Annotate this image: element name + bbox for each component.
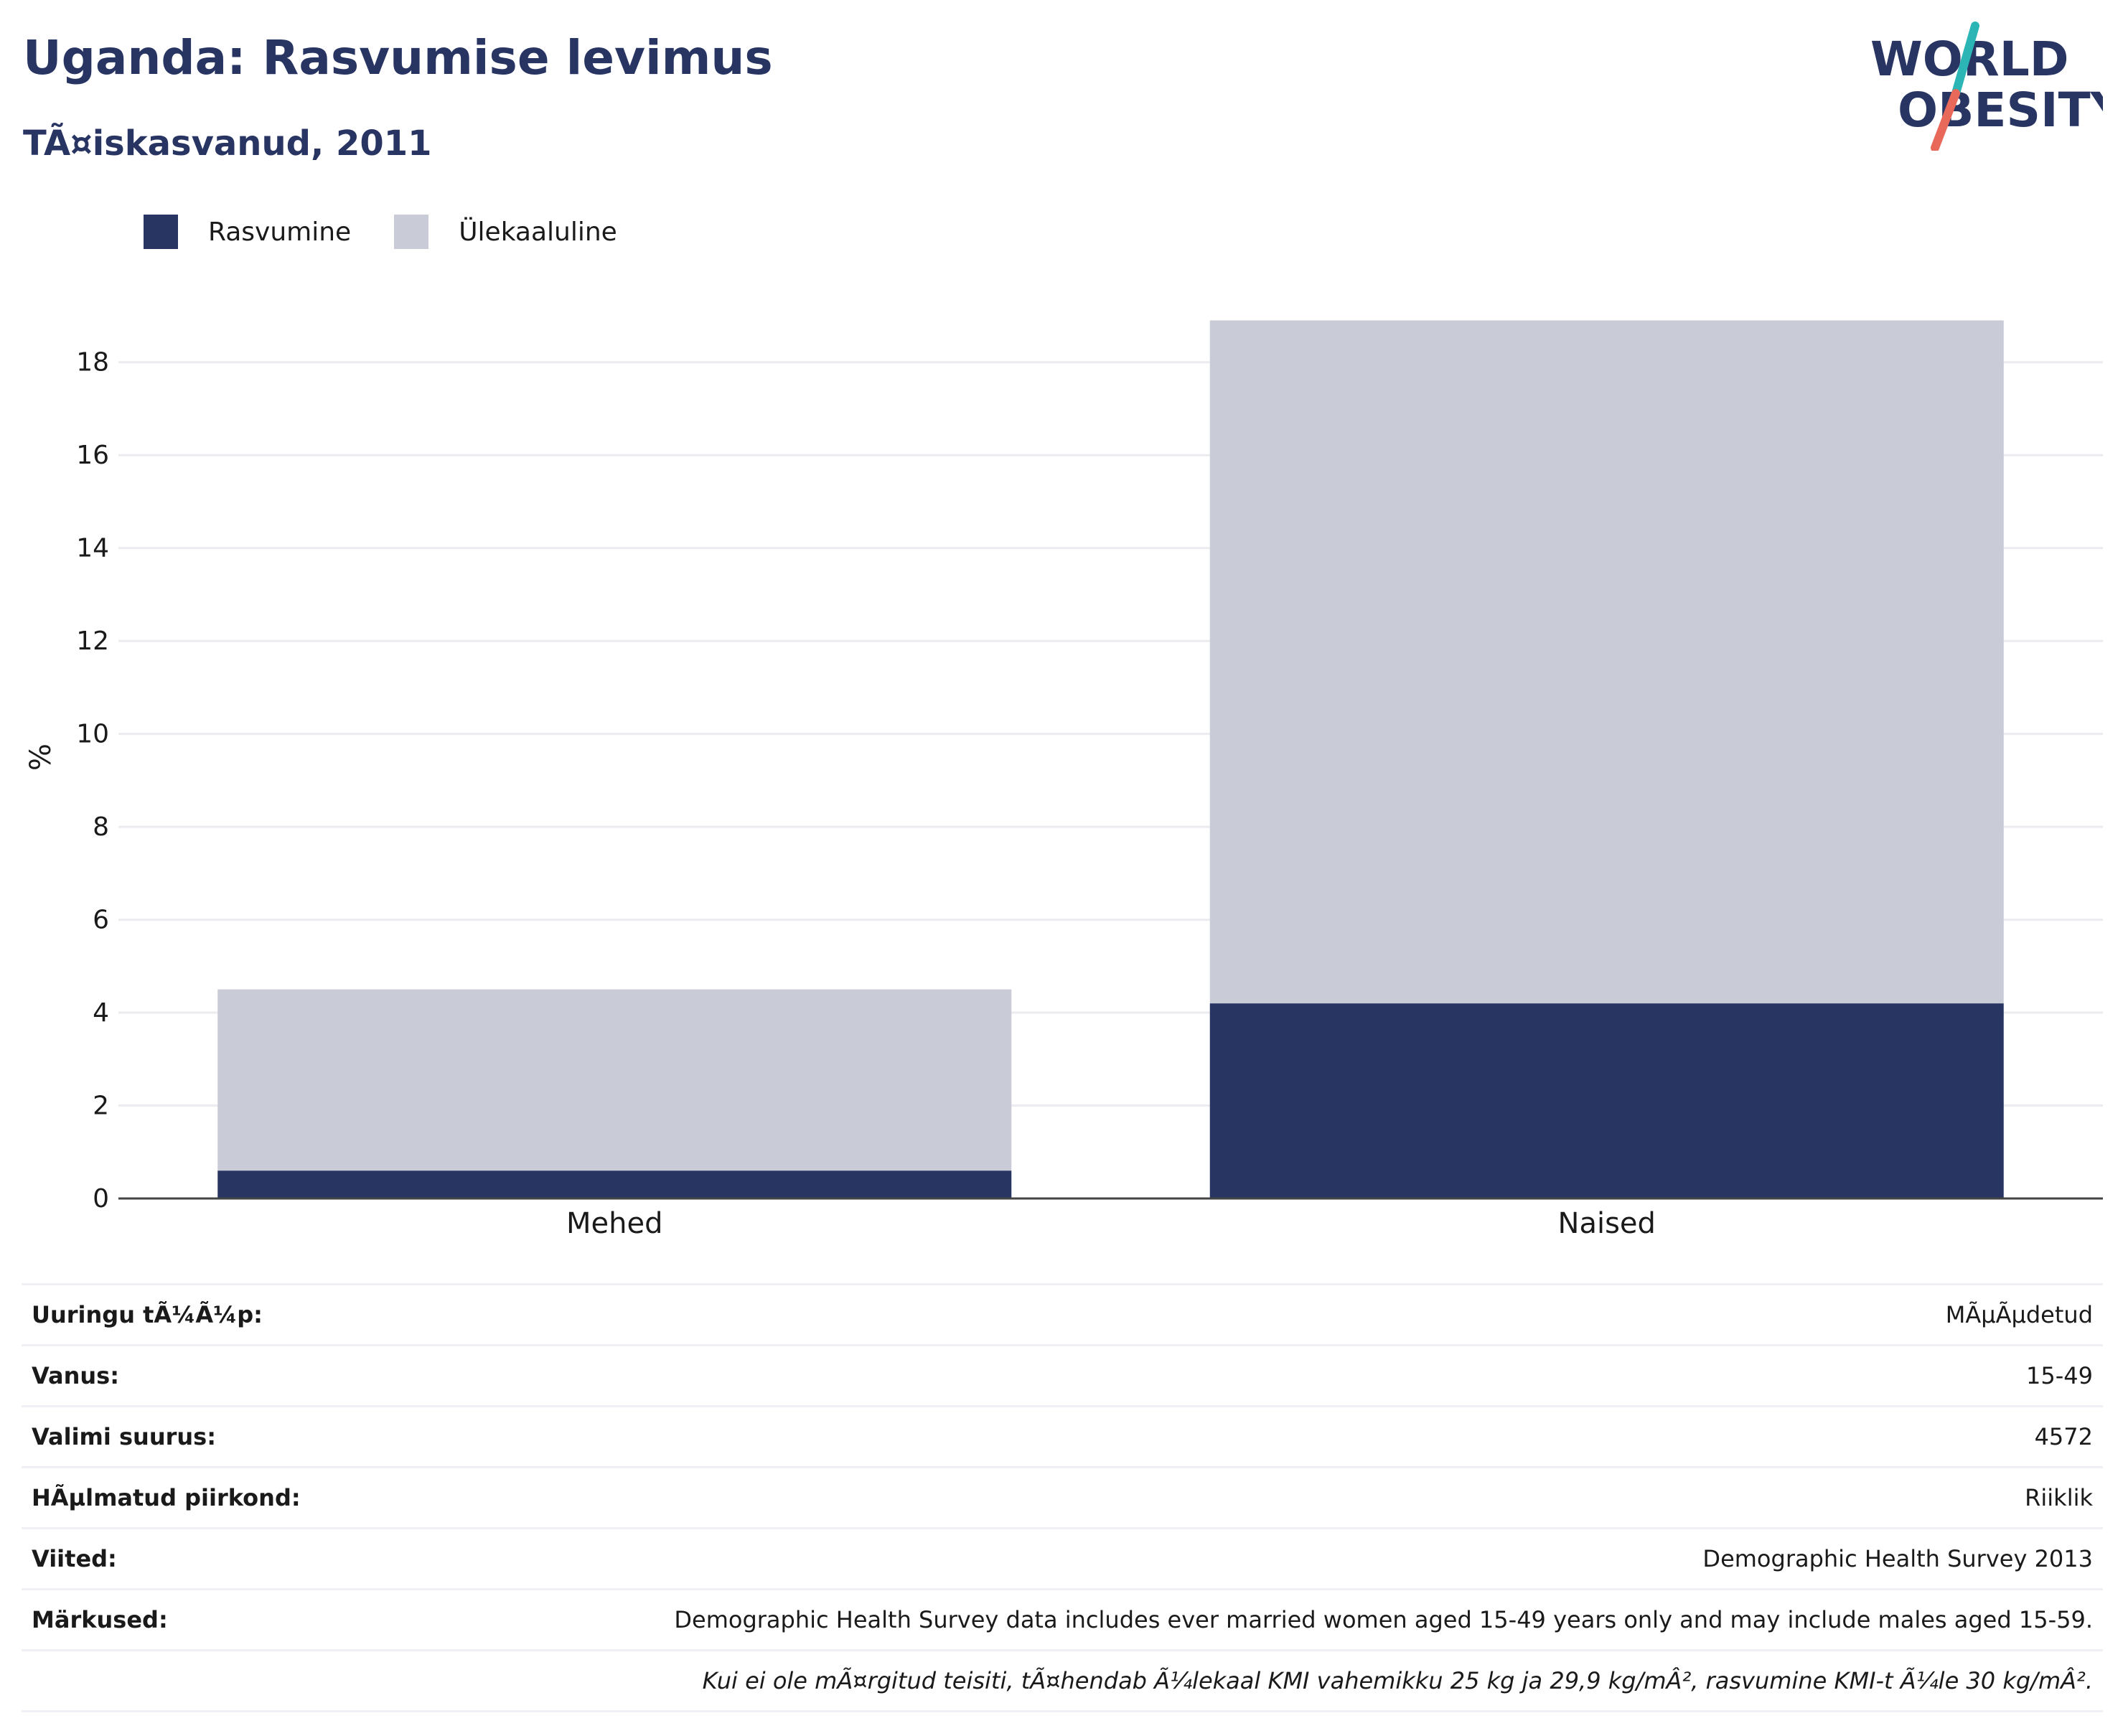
info-key: Märkused: — [22, 1588, 370, 1651]
x-tick-label: Naised — [1558, 1207, 1656, 1240]
y-tick-label: 12 — [76, 627, 109, 656]
info-key: Vanus: — [22, 1344, 370, 1407]
info-key: HÃµlmatud piirkond: — [22, 1466, 370, 1529]
bar-segment — [217, 1170, 1012, 1198]
legend-label-overweight: Ülekaaluline — [459, 217, 617, 247]
y-tick-label: 2 — [93, 1092, 109, 1121]
info-row-area-covered: HÃµlmatud piirkond: Riiklik — [22, 1466, 2103, 1529]
stacked-bar-chart: 0 2 4 6 8 10 12 14 16 18% Mehed Naised — [24, 320, 2103, 1240]
y-axis-label: % — [24, 743, 57, 771]
logo-text-obesity: OBESITY — [1898, 83, 2103, 138]
info-value: Demographic Health Survey data includes … — [370, 1588, 2103, 1651]
y-tick-label: 6 — [93, 906, 109, 935]
bar-segment — [1209, 1003, 2004, 1198]
footnote-text: Kui ei ole mÃ¤rgitud teisiti, tÃ¤hendab … — [370, 1649, 2103, 1712]
info-value: Riiklik — [370, 1466, 2103, 1529]
info-row-age: Vanus: 15-49 — [22, 1344, 2103, 1407]
logo-slash-teal — [1951, 22, 1979, 98]
info-value: MÃµÃµdetud — [370, 1283, 2103, 1346]
y-tick-label: 10 — [76, 720, 109, 749]
bar-segment — [217, 989, 1012, 1171]
info-key: Uuringu tÃ¼Ã¼p: — [22, 1283, 370, 1346]
info-key: Viited: — [22, 1527, 370, 1590]
survey-info-table: Uuringu tÃ¼Ã¼p: MÃµÃµdetud Vanus: 15-49 … — [22, 1283, 2103, 1712]
bar-segment — [1209, 320, 2004, 1004]
y-tick-label: 8 — [93, 812, 109, 842]
y-tick-label: 14 — [76, 534, 109, 563]
x-tick-label: Mehed — [566, 1207, 662, 1240]
legend-swatch-overweight — [394, 215, 429, 249]
info-row-footnote: Kui ei ole mÃ¤rgitud teisiti, tÃ¤hendab … — [22, 1649, 2103, 1712]
legend-item-overweight[interactable]: Ülekaaluline — [394, 215, 617, 249]
y-tick-label: 16 — [76, 441, 109, 470]
legend-label-obesity: Rasvumine — [208, 217, 352, 247]
info-row-notes: Märkused: Demographic Health Survey data… — [22, 1588, 2103, 1651]
chart-title: Uganda: Rasvumise levimus — [23, 30, 773, 85]
info-value: Demographic Health Survey 2013 — [370, 1527, 2103, 1590]
logo-slash-coral — [1931, 89, 1960, 151]
chart-subtitle: TÃ¤iskasvanud, 2011 — [23, 123, 432, 164]
info-value: 15-49 — [370, 1344, 2103, 1407]
y-tick-label: 0 — [93, 1184, 109, 1214]
info-key-empty — [22, 1649, 370, 1712]
legend-item-obesity[interactable]: Rasvumine — [144, 215, 351, 249]
chart-legend: Rasvumine Ülekaaluline — [144, 214, 660, 250]
info-key: Valimi suurus: — [22, 1405, 370, 1468]
y-tick-label: 4 — [93, 998, 109, 1028]
world-obesity-logo: WORLD OBESITY — [1870, 22, 2103, 151]
info-row-survey-type: Uuringu tÃ¼Ã¼p: MÃµÃµdetud — [22, 1283, 2103, 1346]
y-tick-label: 18 — [76, 348, 109, 377]
info-row-sample-size: Valimi suurus: 4572 — [22, 1405, 2103, 1468]
info-value: 4572 — [370, 1405, 2103, 1468]
legend-swatch-obesity — [144, 215, 178, 249]
info-row-references: Viited: Demographic Health Survey 2013 — [22, 1527, 2103, 1590]
